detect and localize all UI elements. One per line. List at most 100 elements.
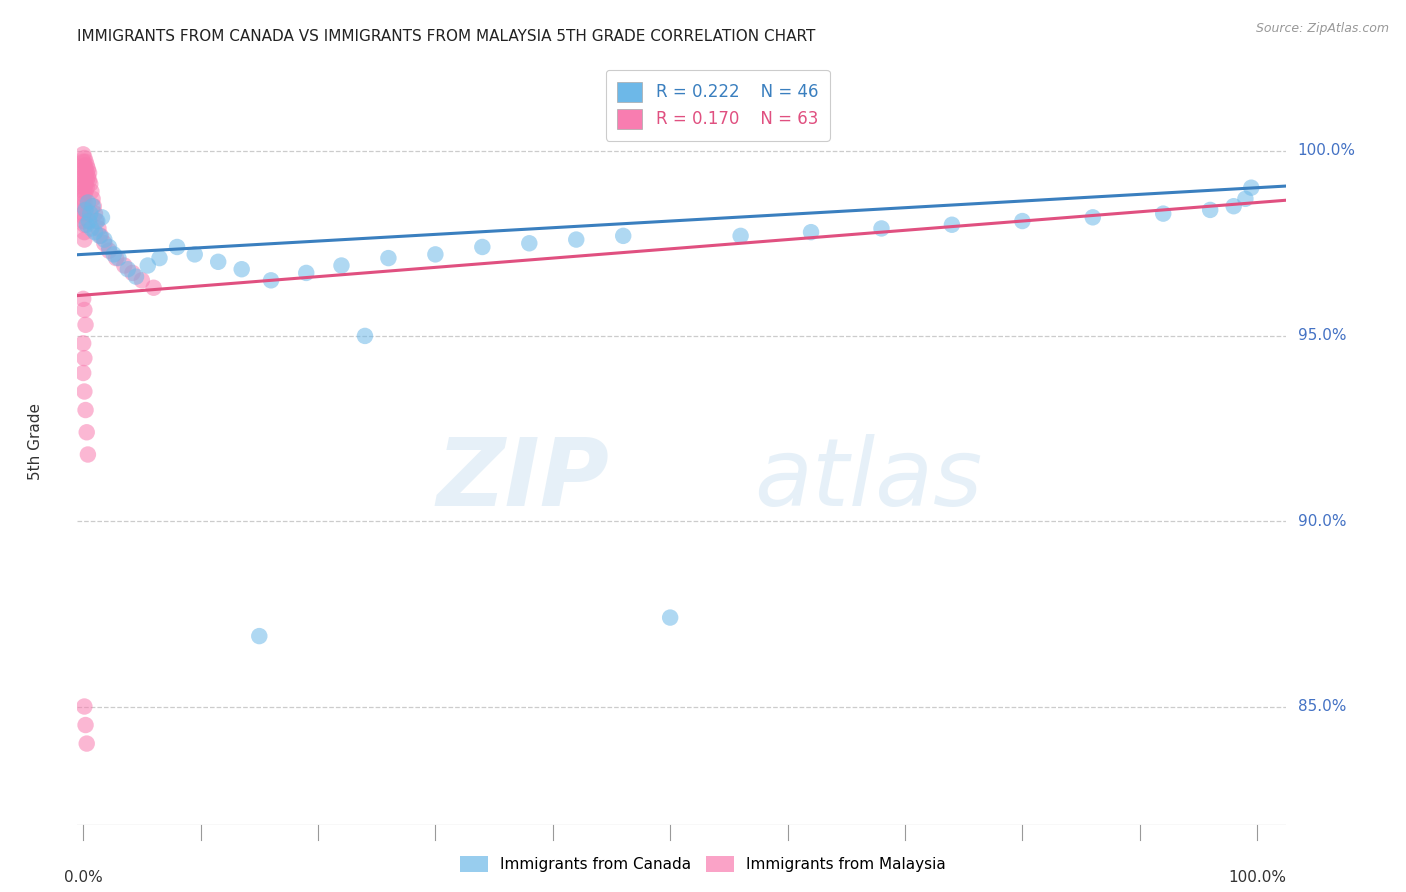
- Point: [98, 240, 121, 254]
- Point: [77, 214, 100, 228]
- Point: [131, 273, 153, 287]
- Point: [90, 228, 112, 243]
- Point: [166, 240, 188, 254]
- Point: [330, 259, 353, 273]
- Point: [72, 154, 94, 169]
- Point: [117, 262, 139, 277]
- Point: [72, 206, 94, 220]
- Point: [72, 199, 94, 213]
- Point: [103, 247, 125, 261]
- Point: [77, 166, 100, 180]
- Point: [73, 202, 96, 217]
- Point: [471, 240, 494, 254]
- Point: [260, 273, 283, 287]
- Point: [73, 303, 96, 318]
- Point: [207, 255, 229, 269]
- Point: [76, 218, 98, 232]
- Point: [75, 154, 97, 169]
- Point: [77, 173, 100, 187]
- Point: [612, 228, 634, 243]
- Point: [86, 214, 108, 228]
- Point: [79, 177, 101, 191]
- Point: [1011, 214, 1033, 228]
- Point: [72, 177, 94, 191]
- Point: [112, 259, 135, 273]
- Point: [730, 228, 752, 243]
- Point: [73, 699, 96, 714]
- Text: 95.0%: 95.0%: [1298, 328, 1346, 343]
- Text: Source: ZipAtlas.com: Source: ZipAtlas.com: [1256, 22, 1389, 36]
- Point: [72, 336, 94, 351]
- Point: [121, 266, 143, 280]
- Point: [659, 610, 682, 624]
- Point: [82, 199, 104, 213]
- Point: [73, 195, 96, 210]
- Point: [354, 329, 377, 343]
- Point: [73, 218, 96, 232]
- Text: 0.0%: 0.0%: [63, 870, 103, 885]
- Point: [91, 211, 114, 225]
- Point: [517, 236, 540, 251]
- Point: [73, 211, 96, 225]
- Text: 100.0%: 100.0%: [1298, 143, 1355, 158]
- Point: [76, 158, 98, 172]
- Point: [93, 233, 115, 247]
- Point: [76, 166, 98, 180]
- Point: [295, 266, 318, 280]
- Legend: Immigrants from Canada, Immigrants from Malaysia: Immigrants from Canada, Immigrants from …: [453, 848, 953, 880]
- Point: [73, 173, 96, 187]
- Point: [73, 180, 96, 194]
- Point: [72, 185, 94, 199]
- Point: [84, 206, 107, 220]
- Point: [870, 221, 893, 235]
- Point: [87, 221, 110, 235]
- Point: [148, 251, 170, 265]
- Point: [77, 195, 100, 210]
- Point: [73, 158, 96, 172]
- Point: [73, 384, 96, 399]
- Point: [77, 448, 100, 462]
- Point: [1081, 211, 1104, 225]
- Point: [72, 366, 94, 380]
- Point: [82, 192, 104, 206]
- Point: [425, 247, 447, 261]
- Point: [93, 236, 115, 251]
- Point: [77, 169, 100, 184]
- Point: [89, 228, 111, 243]
- Text: 85.0%: 85.0%: [1298, 699, 1346, 714]
- Point: [76, 180, 98, 194]
- Point: [75, 318, 97, 332]
- Point: [941, 218, 963, 232]
- Point: [75, 185, 97, 199]
- Point: [73, 151, 96, 165]
- Point: [377, 251, 399, 265]
- Point: [136, 259, 159, 273]
- Point: [72, 292, 94, 306]
- Point: [1199, 202, 1222, 217]
- Point: [75, 403, 97, 417]
- Point: [142, 281, 165, 295]
- Point: [105, 251, 128, 265]
- Point: [800, 225, 823, 239]
- Point: [72, 192, 94, 206]
- Text: 5th Grade: 5th Grade: [28, 403, 42, 480]
- Point: [1240, 180, 1263, 194]
- Point: [72, 162, 94, 177]
- Point: [83, 199, 105, 213]
- Point: [73, 188, 96, 202]
- Point: [84, 214, 107, 228]
- Point: [72, 169, 94, 184]
- Point: [76, 173, 98, 187]
- Point: [76, 737, 98, 751]
- Point: [565, 233, 588, 247]
- Point: [72, 214, 94, 228]
- Point: [79, 206, 101, 220]
- Text: 100.0%: 100.0%: [1229, 870, 1286, 885]
- Point: [84, 225, 107, 239]
- Point: [73, 351, 96, 366]
- Point: [75, 162, 97, 177]
- Point: [1152, 206, 1174, 220]
- Point: [75, 718, 97, 732]
- Text: ZIP: ZIP: [436, 434, 609, 526]
- Point: [1234, 192, 1257, 206]
